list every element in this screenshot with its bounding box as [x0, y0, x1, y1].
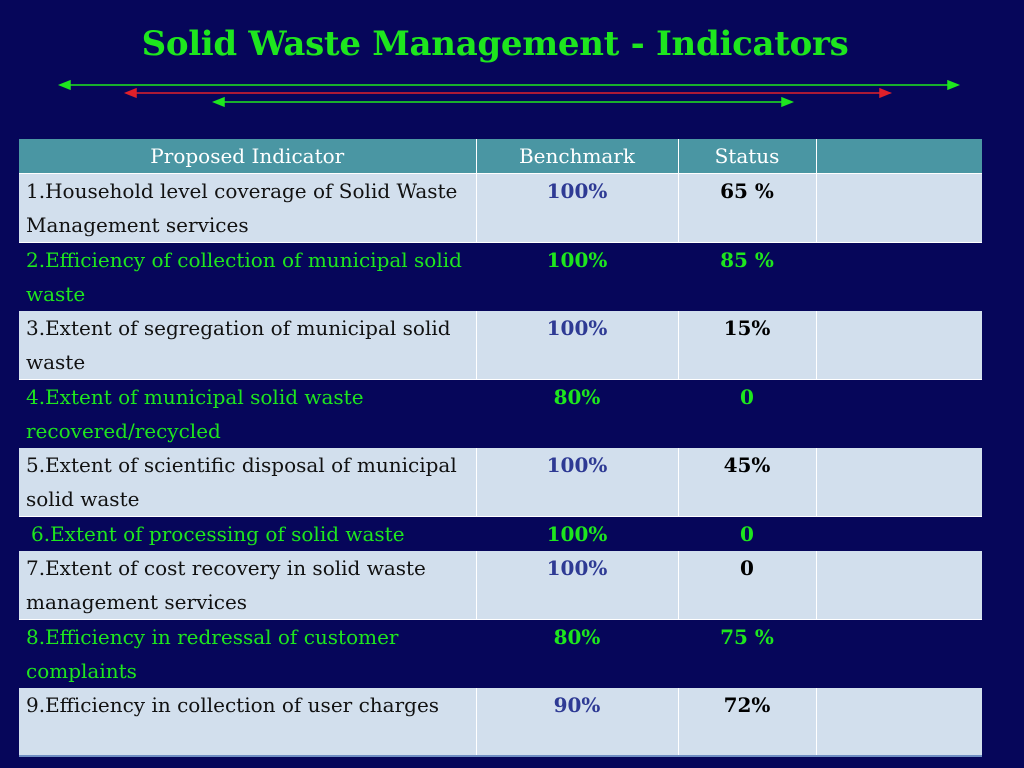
benchmark-cell: 100%	[476, 516, 678, 551]
status-cell: 85 %	[678, 242, 816, 311]
table-row: 7.Extent of cost recovery in solid waste…	[19, 551, 982, 620]
status-cell: 72%	[678, 688, 817, 757]
extra-cell	[816, 242, 982, 311]
extra-cell	[816, 688, 982, 757]
extra-cell	[816, 379, 982, 448]
header-extra	[816, 139, 982, 174]
status-cell: 15%	[678, 311, 817, 380]
extra-cell	[816, 448, 982, 517]
header-benchmark: Benchmark	[476, 139, 679, 174]
benchmark-cell: 100%	[476, 242, 678, 311]
table-row: 9.Efficiency in collection of user charg…	[19, 688, 982, 757]
indicator-cell: 2.Efficiency of collection of municipal …	[19, 242, 476, 311]
indicators-table: Proposed Indicator Benchmark Status 1.Ho…	[19, 139, 982, 757]
indicators-table-wrap: Proposed Indicator Benchmark Status 1.Ho…	[19, 139, 982, 757]
decorative-arrows	[57, 79, 961, 108]
table-row: 2.Efficiency of collection of municipal …	[19, 242, 982, 311]
status-cell: 45%	[678, 448, 817, 517]
indicator-cell: 8.Efficiency in redressal of customer co…	[19, 619, 476, 688]
benchmark-cell: 100%	[476, 551, 679, 620]
extra-cell	[816, 551, 982, 620]
extra-cell	[816, 619, 982, 688]
table-row: 3.Extent of segregation of municipal sol…	[19, 311, 982, 380]
indicator-cell: 6.Extent of processing of solid waste	[19, 516, 476, 551]
extra-cell	[816, 516, 982, 551]
table-row: 4.Extent of municipal solid waste recove…	[19, 379, 982, 448]
benchmark-cell: 90%	[476, 688, 679, 757]
benchmark-cell: 80%	[476, 379, 678, 448]
status-cell: 75 %	[678, 619, 816, 688]
indicator-cell: 5.Extent of scientific disposal of munic…	[19, 448, 477, 517]
green-arrow-short	[211, 96, 795, 108]
table-header-row: Proposed Indicator Benchmark Status	[19, 139, 982, 174]
header-indicator: Proposed Indicator	[19, 139, 477, 174]
indicator-cell: 1.Household level coverage of Solid Wast…	[19, 173, 477, 243]
status-cell: 65 %	[678, 173, 817, 243]
benchmark-cell: 80%	[476, 619, 678, 688]
table-row: 5.Extent of scientific disposal of munic…	[19, 448, 982, 517]
indicator-cell: 7.Extent of cost recovery in solid waste…	[19, 551, 477, 620]
green-arrow-long	[57, 79, 961, 91]
indicator-cell: 3.Extent of segregation of municipal sol…	[19, 311, 477, 380]
status-cell: 0	[678, 379, 816, 448]
extra-cell	[816, 173, 982, 243]
status-cell: 0	[678, 516, 816, 551]
extra-cell	[816, 311, 982, 380]
slide-title: Solid Waste Management - Indicators	[141, 24, 849, 64]
header-status: Status	[678, 139, 817, 174]
benchmark-cell: 100%	[476, 311, 679, 380]
status-cell: 0	[678, 551, 817, 620]
indicator-cell: 9.Efficiency in collection of user charg…	[19, 688, 477, 757]
red-arrow-middle	[123, 87, 893, 99]
table-row: 1.Household level coverage of Solid Wast…	[19, 173, 982, 243]
benchmark-cell: 100%	[476, 173, 679, 243]
benchmark-cell: 100%	[476, 448, 679, 517]
table-row: 8.Efficiency in redressal of customer co…	[19, 619, 982, 688]
table-row: 6.Extent of processing of solid waste 10…	[19, 516, 982, 551]
indicator-cell: 4.Extent of municipal solid waste recove…	[19, 379, 476, 448]
